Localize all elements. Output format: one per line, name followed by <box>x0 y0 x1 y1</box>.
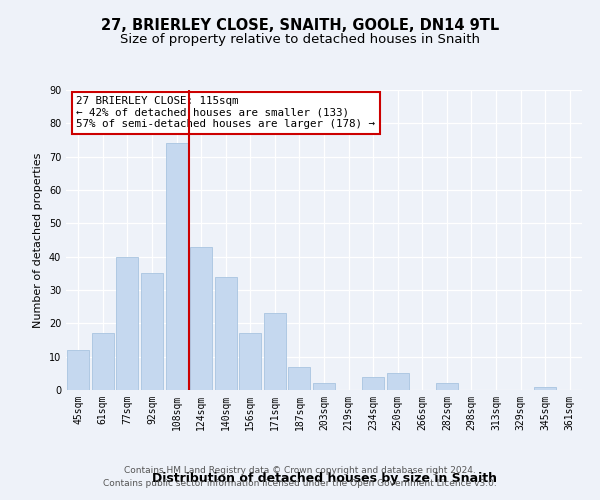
Bar <box>436 384 458 390</box>
Bar <box>190 246 212 390</box>
Bar <box>166 144 188 390</box>
X-axis label: Distribution of detached houses by size in Snaith: Distribution of detached houses by size … <box>151 472 497 485</box>
Text: 27, BRIERLEY CLOSE, SNAITH, GOOLE, DN14 9TL: 27, BRIERLEY CLOSE, SNAITH, GOOLE, DN14 … <box>101 18 499 32</box>
Bar <box>534 386 556 390</box>
Bar <box>92 334 114 390</box>
Y-axis label: Number of detached properties: Number of detached properties <box>33 152 43 328</box>
Bar <box>386 374 409 390</box>
Bar <box>313 384 335 390</box>
Text: Contains HM Land Registry data © Crown copyright and database right 2024.
Contai: Contains HM Land Registry data © Crown c… <box>103 466 497 487</box>
Bar <box>67 350 89 390</box>
Text: Size of property relative to detached houses in Snaith: Size of property relative to detached ho… <box>120 32 480 46</box>
Bar <box>362 376 384 390</box>
Bar <box>289 366 310 390</box>
Bar <box>215 276 237 390</box>
Bar <box>141 274 163 390</box>
Bar <box>239 334 262 390</box>
Text: 27 BRIERLEY CLOSE: 115sqm
← 42% of detached houses are smaller (133)
57% of semi: 27 BRIERLEY CLOSE: 115sqm ← 42% of detac… <box>76 96 376 129</box>
Bar <box>116 256 139 390</box>
Bar <box>264 314 286 390</box>
